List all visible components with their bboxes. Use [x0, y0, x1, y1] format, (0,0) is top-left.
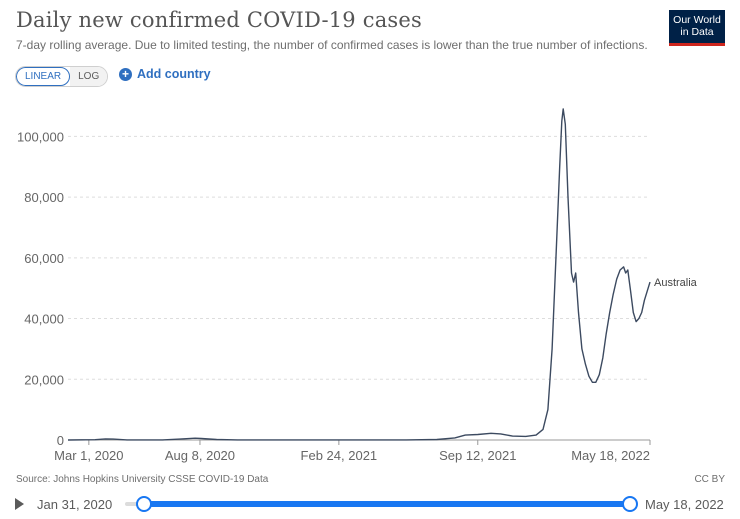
play-icon[interactable]: [15, 498, 24, 510]
add-country-label: Add country: [137, 67, 211, 81]
timeline-start-label: Jan 31, 2020: [37, 497, 113, 512]
timeline-end-handle[interactable]: [622, 496, 638, 512]
timeline-range: [144, 501, 629, 507]
timeline-start-handle[interactable]: [136, 496, 152, 512]
y-tick-label: 60,000: [24, 251, 64, 266]
log-scale-button[interactable]: LOG: [70, 67, 108, 86]
logo-line-2: in Data: [680, 26, 714, 38]
plus-circle-icon: +: [119, 67, 132, 81]
logo-line-1: Our World: [673, 14, 721, 26]
source-note[interactable]: Source: Johns Hopkins University CSSE CO…: [16, 474, 269, 485]
line-chart: 0 20,000 40,000 60,000 80,000 100,000 Mar 1, 2…: [17, 108, 698, 463]
y-tick-label: 0: [57, 433, 64, 448]
scale-toggle: LINEAR LOG: [15, 66, 109, 87]
y-tick-label: 80,000: [24, 190, 64, 205]
x-tick-label: May 18, 2022: [571, 448, 650, 463]
series-label: Australia: [654, 277, 698, 289]
license-link[interactable]: CC BY: [694, 474, 725, 485]
timeline-end-label: May 18, 2022: [645, 497, 724, 512]
y-tick-label: 40,000: [24, 312, 64, 327]
y-tick-label: 100,000: [17, 129, 64, 144]
timeline: Jan 31, 2020 May 18, 2022: [0, 492, 740, 516]
chart-subtitle: 7-day rolling average. Due to limited te…: [16, 38, 648, 52]
chart-title: Daily new confirmed COVID-19 cases: [16, 8, 423, 32]
owid-logo[interactable]: Our World in Data: [669, 10, 725, 46]
y-tick-label: 20,000: [24, 372, 64, 387]
linear-scale-button[interactable]: LINEAR: [16, 67, 71, 86]
add-country-button[interactable]: + Add country: [119, 67, 211, 81]
x-tick-label: Sep 12, 2021: [439, 448, 516, 463]
series-line-australia: [67, 108, 651, 441]
x-tick-label: Feb 24, 2021: [301, 448, 378, 463]
x-tick-label: Aug 8, 2020: [165, 448, 235, 463]
x-tick-label: Mar 1, 2020: [54, 448, 123, 463]
